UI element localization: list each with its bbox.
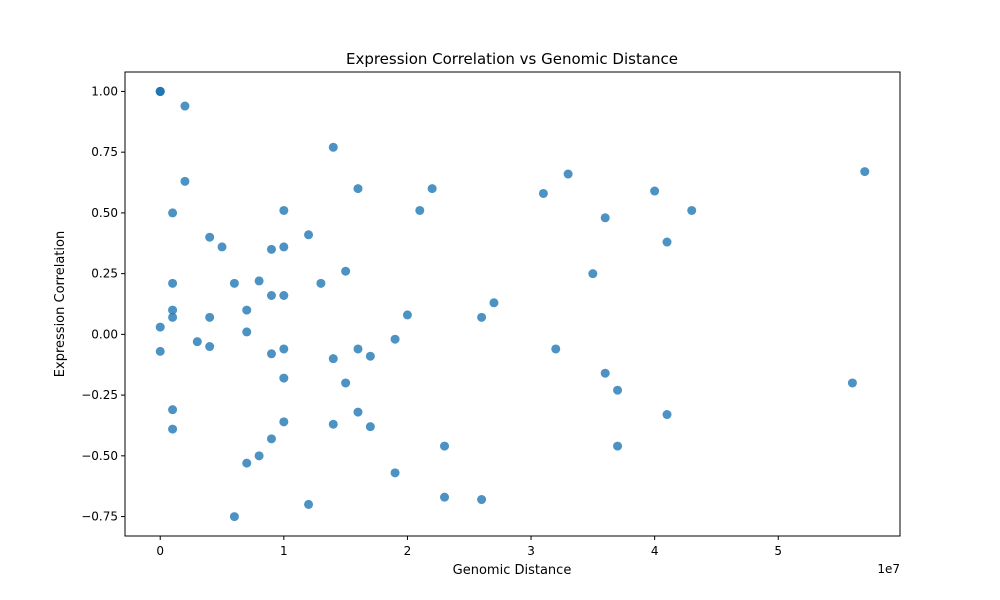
data-point bbox=[279, 205, 289, 215]
data-point bbox=[489, 298, 499, 308]
x-offset-text: 1e7 bbox=[877, 562, 900, 576]
data-point bbox=[390, 334, 400, 344]
x-tick-label: 4 bbox=[651, 544, 659, 558]
data-point bbox=[180, 176, 190, 186]
data-point bbox=[662, 410, 672, 420]
data-point bbox=[353, 184, 363, 194]
data-point bbox=[365, 351, 375, 361]
x-tick-label: 3 bbox=[527, 544, 535, 558]
data-point bbox=[279, 242, 289, 252]
data-point bbox=[328, 419, 338, 429]
y-tick-label: −0.50 bbox=[81, 449, 118, 463]
x-axis-label: Genomic Distance bbox=[453, 563, 572, 578]
y-tick-label: −0.75 bbox=[81, 510, 118, 524]
data-point bbox=[563, 169, 573, 179]
data-point bbox=[600, 368, 610, 378]
data-point bbox=[353, 407, 363, 417]
data-point bbox=[155, 86, 165, 96]
data-point bbox=[353, 344, 363, 354]
data-point bbox=[440, 441, 450, 451]
data-point bbox=[687, 205, 697, 215]
data-point bbox=[180, 101, 190, 111]
data-point bbox=[402, 310, 412, 320]
data-point bbox=[266, 434, 276, 444]
data-point bbox=[860, 167, 870, 177]
data-point bbox=[155, 322, 165, 332]
data-point bbox=[168, 405, 178, 415]
y-axis: −0.75 −0.50 −0.25 0.00 0.25 0.50 0.75 1.00 bbox=[81, 84, 125, 524]
x-tick-label: 2 bbox=[404, 544, 412, 558]
data-point bbox=[341, 378, 351, 388]
data-point bbox=[229, 278, 239, 288]
data-point bbox=[328, 354, 338, 364]
data-point bbox=[304, 499, 314, 509]
data-point bbox=[168, 305, 178, 315]
data-point bbox=[242, 458, 252, 468]
x-axis: 0 1 2 3 4 5 bbox=[156, 536, 782, 558]
data-point bbox=[242, 327, 252, 337]
data-point bbox=[415, 205, 425, 215]
data-point bbox=[266, 244, 276, 254]
y-tick-label: 0.00 bbox=[91, 327, 118, 341]
x-tick-label: 1 bbox=[280, 544, 288, 558]
data-point bbox=[328, 142, 338, 152]
data-point bbox=[662, 237, 672, 247]
data-point bbox=[168, 312, 178, 322]
data-point bbox=[254, 276, 264, 286]
y-axis-label: Expression Correlation bbox=[53, 231, 68, 377]
data-point bbox=[427, 184, 437, 194]
data-point bbox=[266, 290, 276, 300]
data-point bbox=[613, 441, 623, 451]
x-tick-label: 0 bbox=[156, 544, 164, 558]
data-point bbox=[168, 424, 178, 434]
data-point bbox=[266, 349, 276, 359]
y-tick-label: 0.25 bbox=[91, 267, 118, 281]
data-point bbox=[279, 373, 289, 383]
plot-frame bbox=[124, 71, 901, 537]
data-point bbox=[613, 385, 623, 395]
data-point bbox=[205, 312, 215, 322]
data-point bbox=[205, 232, 215, 242]
data-point bbox=[847, 378, 857, 388]
data-point bbox=[279, 344, 289, 354]
x-tick-label: 5 bbox=[774, 544, 782, 558]
data-point bbox=[390, 468, 400, 478]
data-point bbox=[254, 451, 264, 461]
data-point bbox=[650, 186, 660, 196]
data-point bbox=[168, 208, 178, 218]
data-point bbox=[477, 495, 487, 505]
data-point bbox=[316, 278, 326, 288]
data-point bbox=[365, 422, 375, 432]
data-point bbox=[588, 269, 598, 279]
y-tick-label: −0.25 bbox=[81, 388, 118, 402]
y-tick-label: 1.00 bbox=[91, 84, 118, 98]
data-point bbox=[217, 242, 227, 252]
data-point bbox=[600, 213, 610, 223]
data-point bbox=[205, 342, 215, 352]
y-tick-label: 0.50 bbox=[91, 206, 118, 220]
data-point bbox=[242, 305, 252, 315]
data-point bbox=[341, 266, 351, 276]
data-point bbox=[477, 312, 487, 322]
data-point bbox=[192, 337, 202, 347]
chart-title: Expression Correlation vs Genomic Distan… bbox=[346, 50, 678, 68]
data-point bbox=[168, 278, 178, 288]
data-point bbox=[304, 230, 314, 240]
y-tick-label: 0.75 bbox=[91, 145, 118, 159]
data-point bbox=[551, 344, 561, 354]
data-point bbox=[538, 188, 548, 198]
data-point bbox=[279, 417, 289, 427]
data-point bbox=[229, 512, 239, 522]
data-point bbox=[440, 492, 450, 502]
data-point bbox=[279, 290, 289, 300]
data-point bbox=[155, 346, 165, 356]
points-layer bbox=[155, 86, 870, 522]
